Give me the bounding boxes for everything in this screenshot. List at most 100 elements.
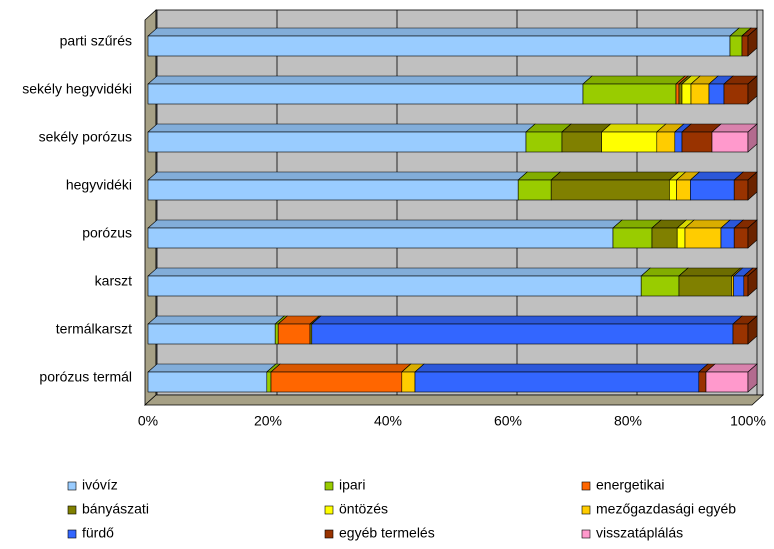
bar-top: [550, 171, 680, 181]
bar: [733, 275, 745, 297]
x-tick-label: 100%: [730, 413, 766, 429]
bar: [147, 323, 276, 345]
bar-top: [147, 123, 536, 133]
bar: [525, 131, 563, 153]
legend-label: bányászati: [82, 501, 149, 517]
x-tick-label: 60%: [494, 413, 522, 429]
bar: [690, 83, 710, 105]
bar: [561, 131, 602, 153]
legend-label: visszatáplálás: [596, 525, 683, 541]
bar: [705, 371, 749, 393]
bar-end: [747, 123, 758, 153]
legend-label: ipari: [339, 477, 365, 493]
bar: [147, 179, 519, 201]
bar: [729, 35, 743, 57]
bar: [147, 371, 268, 393]
bar: [720, 227, 735, 249]
legend-label: fürdő: [82, 525, 114, 541]
bar: [311, 323, 734, 345]
bar-top: [147, 315, 285, 325]
bar: [517, 179, 552, 201]
bar: [676, 179, 691, 201]
bar: [723, 83, 749, 105]
bar-top: [147, 27, 740, 37]
bar: [147, 131, 527, 153]
bar: [550, 179, 670, 201]
bar: [690, 179, 735, 201]
x-tick-label: 80%: [614, 413, 642, 429]
legend-label: öntözés: [339, 501, 388, 517]
bar-top: [600, 123, 667, 133]
y-tick-label: karszt: [95, 273, 132, 289]
legend-label: egyéb termelés: [339, 525, 435, 541]
legend-label: ivóvíz: [82, 477, 118, 493]
legend-swatch: [324, 505, 334, 515]
legend-swatch: [324, 481, 334, 491]
bar: [698, 371, 707, 393]
bar: [277, 323, 311, 345]
x-tick-label: 20%: [254, 413, 282, 429]
bar: [414, 371, 700, 393]
bar: [708, 83, 725, 105]
y-tick-label: porózus: [82, 225, 132, 241]
bar: [651, 227, 678, 249]
bar: [732, 323, 749, 345]
y-tick-label: sekély porózus: [39, 129, 132, 145]
bar-top: [147, 363, 277, 373]
bar-end: [747, 219, 758, 249]
x-tick-label: 0%: [138, 413, 158, 429]
bar-top: [147, 171, 528, 181]
bar: [147, 275, 642, 297]
bar: [274, 323, 279, 345]
bar-top: [582, 75, 686, 85]
bar: [669, 179, 677, 201]
x-tick-label: 40%: [374, 413, 402, 429]
legend-swatch: [67, 505, 77, 515]
bar: [147, 83, 584, 105]
floor: [143, 394, 765, 406]
legend-label: mezőgazdasági egyéb: [596, 501, 736, 517]
bar-end: [747, 27, 758, 57]
y-tick-label: hegyvidéki: [66, 177, 132, 193]
bar: [733, 227, 749, 249]
bar: [147, 35, 731, 57]
bar-top: [147, 267, 651, 277]
bar: [266, 371, 272, 393]
bar: [401, 371, 416, 393]
bar-top: [270, 363, 412, 373]
bar-top: [147, 75, 593, 85]
bar-top: [311, 315, 743, 325]
y-tick-label: termálkarszt: [56, 321, 132, 337]
bar: [147, 227, 614, 249]
bar-top: [414, 363, 709, 373]
legend-swatch: [67, 481, 77, 491]
bar-end: [747, 267, 758, 297]
y-tick-label: sekély hegyvidéki: [22, 81, 132, 97]
bar: [733, 179, 749, 201]
bar-end: [747, 75, 758, 105]
bar: [601, 131, 658, 153]
bar: [674, 131, 683, 153]
bar: [612, 227, 653, 249]
legend-swatch: [581, 505, 591, 515]
bar: [678, 275, 733, 297]
bar-end: [747, 171, 758, 201]
bar: [711, 131, 749, 153]
y-tick-label: porózus termál: [39, 369, 132, 385]
y-tick-label: parti szűrés: [60, 33, 132, 49]
side-wall: [144, 9, 157, 406]
bar: [656, 131, 676, 153]
bar-top: [678, 267, 742, 277]
bar: [681, 131, 713, 153]
bar: [684, 227, 722, 249]
legend-label: energetikai: [596, 477, 665, 493]
legend-swatch: [581, 529, 591, 539]
bar: [675, 83, 680, 105]
bar: [743, 275, 749, 297]
bar-end: [747, 363, 758, 393]
legend-swatch: [67, 529, 77, 539]
bar: [582, 83, 677, 105]
bar-end: [747, 315, 758, 345]
bar: [270, 371, 403, 393]
